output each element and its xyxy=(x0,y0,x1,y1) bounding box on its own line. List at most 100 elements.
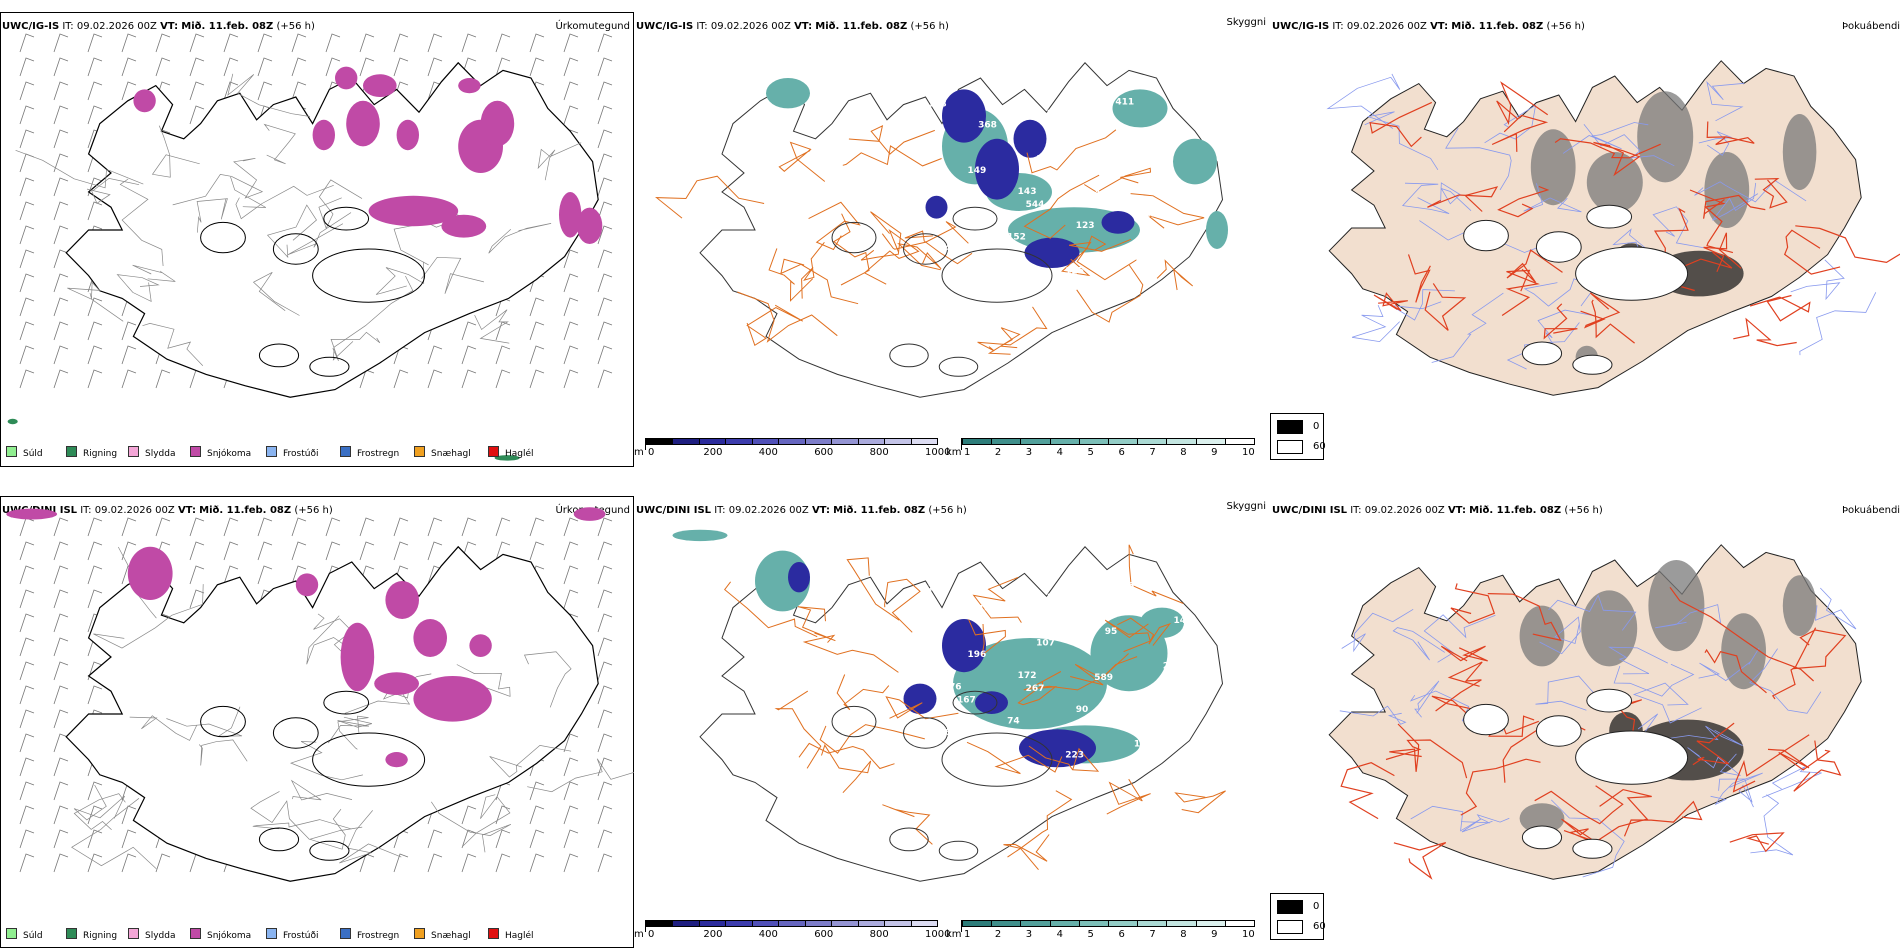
ceiling-label: 196 xyxy=(968,650,987,660)
wind-barb xyxy=(325,541,341,561)
colorbar-segment xyxy=(751,920,780,927)
wind-barb xyxy=(563,517,579,537)
wind-barb xyxy=(53,757,69,777)
road-line xyxy=(1710,772,1763,806)
it-value: 09.02.2026 00Z xyxy=(1364,505,1445,516)
wind-barb xyxy=(597,297,613,317)
legend-label: Frostregn xyxy=(357,449,400,459)
wind-barb xyxy=(19,613,35,633)
colorbar-tick-label: 200 xyxy=(703,929,723,940)
wind-barb xyxy=(495,345,511,365)
road-line xyxy=(1174,790,1226,814)
wind-barb xyxy=(19,805,35,825)
fog-field xyxy=(1782,575,1817,636)
vt-value: Mið. 11.feb. 08Z xyxy=(1451,21,1544,32)
wind-barb xyxy=(495,853,511,873)
wind-barb xyxy=(427,369,443,389)
road-line xyxy=(1128,544,1184,604)
road-line xyxy=(966,741,1063,775)
vt-label: VT: xyxy=(1430,21,1449,32)
road-line xyxy=(1771,627,1817,700)
road-line xyxy=(1703,232,1742,273)
colorbar-segment xyxy=(1224,438,1255,445)
wind-barb xyxy=(597,517,613,537)
road-line xyxy=(375,261,425,295)
fog-legend: 0 60 xyxy=(1270,413,1326,460)
road-line xyxy=(780,258,859,305)
precip-type-map xyxy=(7,33,613,461)
glacier-outline xyxy=(1575,730,1689,785)
legend-item: Súld xyxy=(6,446,43,459)
model-name: UWC/IG-IS xyxy=(1272,21,1330,32)
map-layers xyxy=(1328,544,1862,880)
wind-barb xyxy=(597,733,613,753)
road-line xyxy=(1698,131,1732,156)
wind-barb xyxy=(529,853,545,873)
ceiling-label: 214 xyxy=(920,86,939,96)
wind-barb xyxy=(53,541,69,561)
road-line xyxy=(1703,194,1766,219)
colorbar-tick-label: 10 xyxy=(1242,929,1255,940)
wind-barb xyxy=(291,541,307,561)
road-line xyxy=(1583,123,1675,167)
road-line xyxy=(1652,206,1705,249)
colorbar-tick-label: 0 xyxy=(648,929,655,940)
wind-barb xyxy=(19,541,35,561)
field-blob xyxy=(1013,119,1047,158)
glacier-outline xyxy=(272,233,319,265)
road-line xyxy=(1667,725,1743,746)
road-line xyxy=(885,696,959,720)
legend-item: Snæhagl xyxy=(414,928,471,941)
road-line xyxy=(904,230,973,265)
legend-swatch xyxy=(340,928,351,939)
legend-label: Snjókoma xyxy=(207,449,252,459)
ceiling-label: 76 xyxy=(949,682,962,692)
colorbar-segment xyxy=(1078,920,1109,927)
wind-barb xyxy=(19,781,35,801)
legend-label: Súld xyxy=(23,931,43,941)
vt-label: VT: xyxy=(794,21,813,32)
glacier-outline xyxy=(1586,204,1633,229)
colorbar-tick-label: 5 xyxy=(1087,929,1094,940)
wind-barb xyxy=(597,273,613,293)
road-line xyxy=(1130,193,1205,229)
legend-item: Snæhagl xyxy=(414,446,471,459)
colorbar-segment xyxy=(1195,438,1226,445)
wind-barb xyxy=(291,81,307,101)
ceiling-label: 143 xyxy=(1018,187,1037,197)
panel-header: UWC/IG-IS IT: 09.02.2026 00Z VT: Mið. 11… xyxy=(636,21,949,33)
colorbar-tick-label: 0 xyxy=(648,447,655,458)
road-line xyxy=(67,281,124,322)
fog-legend-swatch xyxy=(1277,900,1303,914)
wind-barb xyxy=(563,273,579,293)
panel-title: Þokuábendi xyxy=(1842,21,1900,32)
road-line xyxy=(1750,794,1794,856)
wind-barb xyxy=(121,829,137,849)
road-line xyxy=(86,178,140,204)
legend-label: Slydda xyxy=(145,449,176,459)
road-line xyxy=(523,651,572,708)
road-line xyxy=(977,306,1048,352)
colorbar-tick-label: 400 xyxy=(758,929,778,940)
wind-barb xyxy=(393,57,409,77)
legend-swatch xyxy=(128,928,139,939)
glacier-outline xyxy=(903,717,948,749)
road-line xyxy=(313,613,353,654)
road-line xyxy=(421,256,484,294)
legend-label: Frostúði xyxy=(283,931,319,941)
field-blob xyxy=(573,507,606,521)
wind-barb xyxy=(257,517,273,537)
glacier-outline xyxy=(1521,341,1563,366)
glacier-outline xyxy=(903,233,948,265)
colorbar-segment xyxy=(1049,920,1080,927)
legend-label: Snæhagl xyxy=(431,449,471,459)
glacier-outline xyxy=(200,705,246,738)
wind-barb xyxy=(19,249,35,269)
field-blob xyxy=(7,418,18,425)
ceiling-label: 123 xyxy=(1076,221,1095,231)
cloud-base-colorbar: m 0 200 400 600 800 1000 xyxy=(634,920,950,946)
field-blob xyxy=(903,683,937,714)
road-line xyxy=(1487,593,1562,642)
ceiling-label: 467 xyxy=(1094,189,1113,199)
wind-barb xyxy=(495,829,511,849)
